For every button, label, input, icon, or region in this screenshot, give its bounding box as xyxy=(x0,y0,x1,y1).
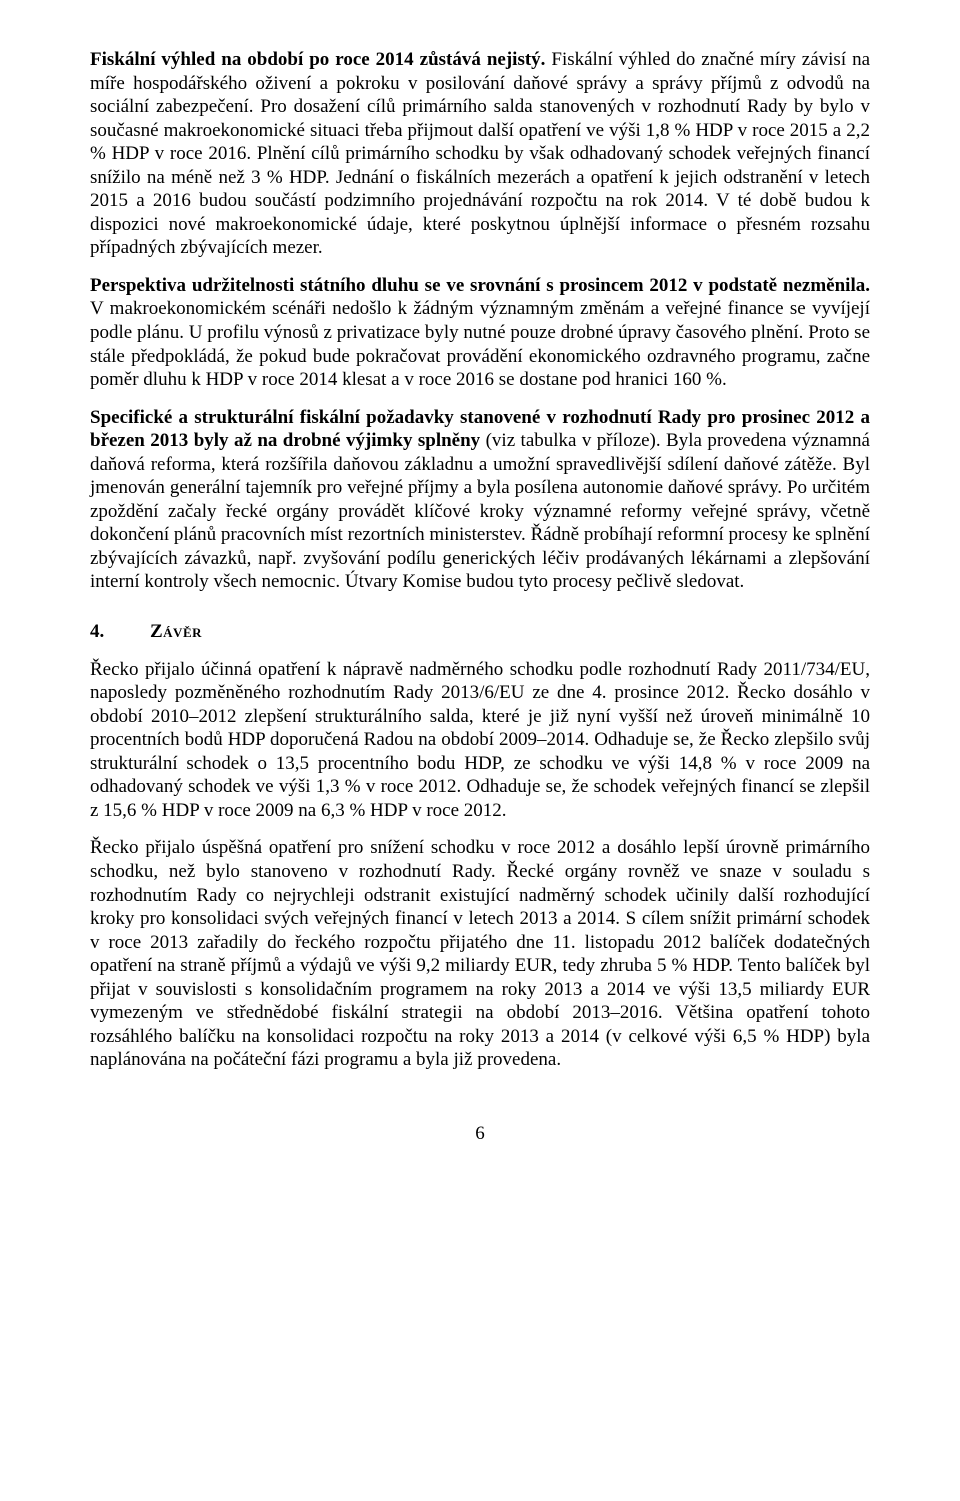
paragraph-debt-sustainability: Perspektiva udržitelnosti státního dluhu… xyxy=(90,274,870,392)
page-number: 6 xyxy=(90,1122,870,1146)
paragraph-conclusion-2: Řecko přijalo úspěšná opatření pro sníže… xyxy=(90,836,870,1071)
lead-sentence: Fiskální výhled na období po roce 2014 z… xyxy=(90,49,545,70)
paragraph-body: (viz tabulka v příloze). Byla provedena … xyxy=(90,430,870,592)
lead-sentence: Perspektiva udržitelnosti státního dluhu… xyxy=(90,275,870,296)
paragraph-conclusion-1: Řecko přijalo účinná opatření k nápravě … xyxy=(90,658,870,823)
paragraph-structural-requirements: Specifické a strukturální fiskální požad… xyxy=(90,406,870,594)
section-number: 4. xyxy=(90,620,150,644)
paragraph-body: V makroekonomickém scénáři nedošlo k žád… xyxy=(90,298,870,390)
paragraph-fiscal-outlook: Fiskální výhled na období po roce 2014 z… xyxy=(90,48,870,260)
section-title: Závěr xyxy=(150,620,202,644)
paragraph-body: Fiskální výhled do značné míry závisí na… xyxy=(90,49,870,258)
section-heading-conclusion: 4. Závěr xyxy=(90,620,870,644)
